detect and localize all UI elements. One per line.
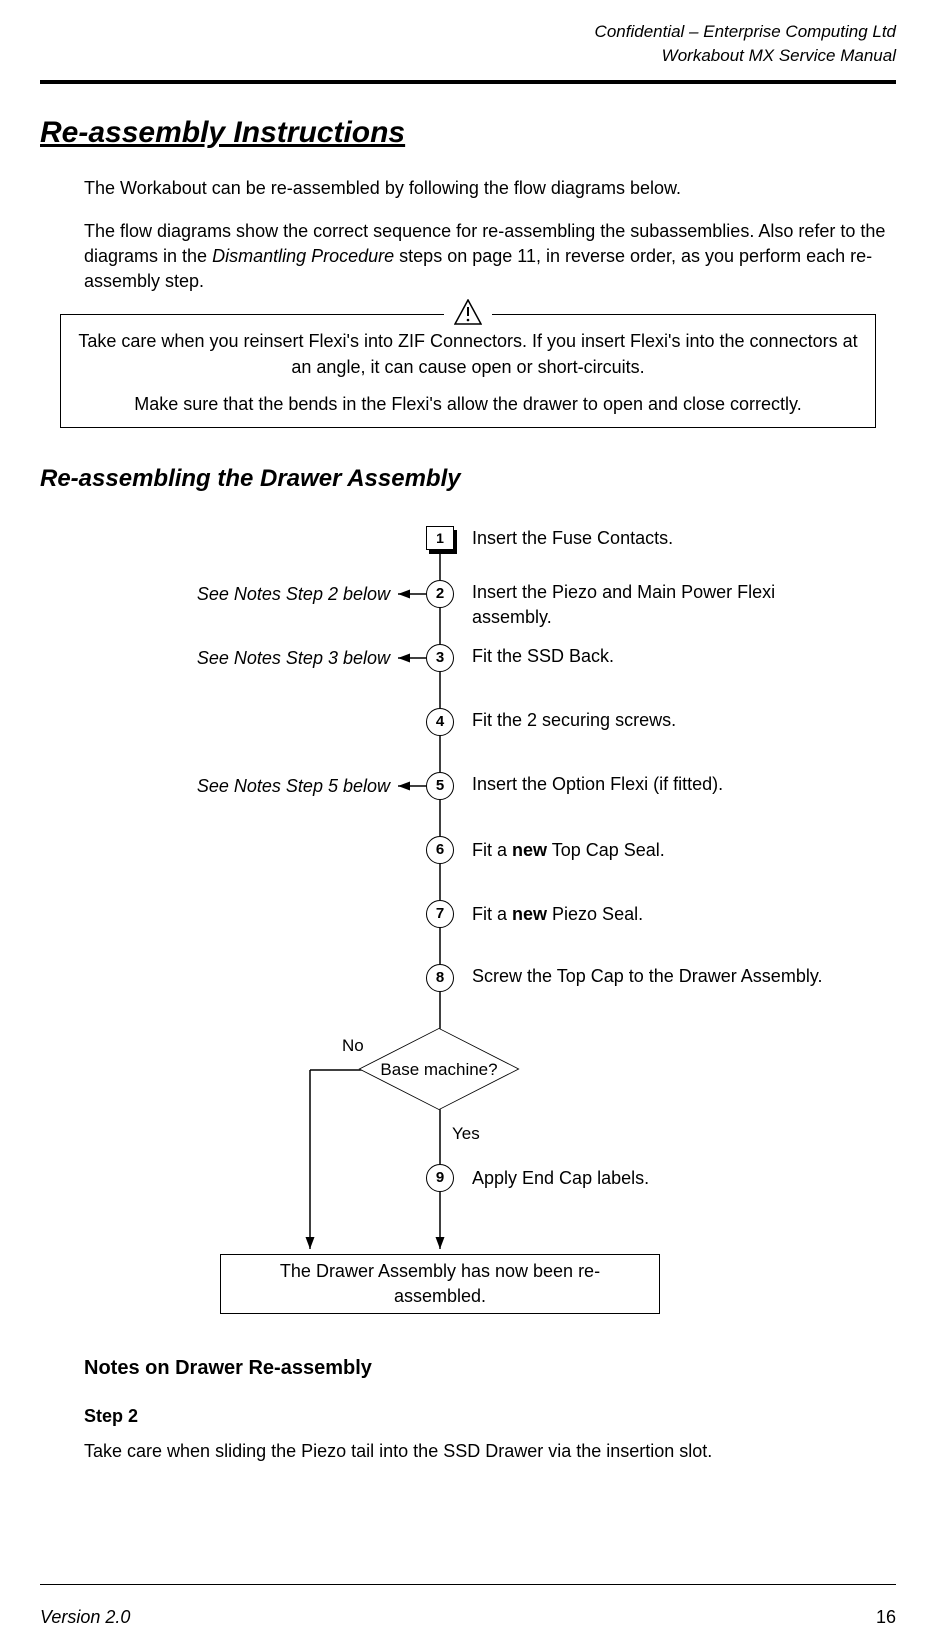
yes-label: Yes — [452, 1122, 480, 1146]
page-title: Re-assembly Instructions — [40, 112, 896, 154]
step-1-box: 1 — [426, 526, 454, 550]
page-header: Confidential – Enterprise Computing Ltd … — [40, 20, 896, 68]
warning-text-1: Take care when you reinsert Flexi's into… — [69, 329, 867, 379]
header-line-1: Confidential – Enterprise Computing Ltd — [40, 20, 896, 44]
step-3-circle: 3 — [426, 644, 454, 672]
notes-step-head: Step 2 — [84, 1404, 896, 1429]
step-5-note: See Notes Step 5 below — [150, 774, 390, 799]
flowchart: 1 Insert the Fuse Contacts. 2 Insert the… — [40, 514, 896, 1324]
step-6-label: Fit a new Top Cap Seal. — [472, 838, 832, 863]
step-9-label: Apply End Cap labels. — [472, 1166, 832, 1191]
step-5-circle: 5 — [426, 772, 454, 800]
step-1-num: 1 — [436, 530, 444, 546]
step-9-circle: 9 — [426, 1164, 454, 1192]
step-9-num: 9 — [436, 1169, 444, 1186]
decision-text: Base machine? — [354, 1038, 524, 1102]
step-2-note: See Notes Step 2 below — [150, 582, 390, 607]
step-3-num: 3 — [436, 649, 444, 666]
step-8-circle: 8 — [426, 964, 454, 992]
step-8-label: Screw the Top Cap to the Drawer Assembly… — [472, 964, 832, 989]
step-3-note: See Notes Step 3 below — [150, 646, 390, 671]
step-2-label: Insert the Piezo and Main Power Flexi as… — [472, 580, 832, 630]
intro-p2-italic: Dismantling Procedure — [212, 246, 394, 266]
step-6-circle: 6 — [426, 836, 454, 864]
end-text: The Drawer Assembly has now been re-asse… — [280, 1261, 600, 1306]
notes-title: Notes on Drawer Re-assembly — [84, 1354, 896, 1382]
step-7-label: Fit a new Piezo Seal. — [472, 902, 832, 927]
warning-icon-wrap — [60, 299, 876, 332]
step-2-circle: 2 — [426, 580, 454, 608]
warning-icon — [444, 299, 492, 332]
intro-p2: The flow diagrams show the correct seque… — [84, 219, 896, 295]
intro-block: The Workabout can be re-assembled by fol… — [84, 176, 896, 295]
step-3-label: Fit the SSD Back. — [472, 644, 832, 669]
footer-rule — [40, 1584, 896, 1585]
end-box: The Drawer Assembly has now been re-asse… — [220, 1254, 660, 1314]
step-4-circle: 4 — [426, 708, 454, 736]
step-6-num: 6 — [436, 841, 444, 858]
step-5-num: 5 — [436, 777, 444, 794]
step-7-num: 7 — [436, 905, 444, 922]
step-5-label: Insert the Option Flexi (if fitted). — [472, 772, 832, 797]
header-line-2: Workabout MX Service Manual — [40, 44, 896, 68]
warning-box: Take care when you reinsert Flexi's into… — [60, 314, 876, 428]
step-8-num: 8 — [436, 969, 444, 986]
header-rule — [40, 80, 896, 84]
step-4-num: 4 — [436, 713, 444, 730]
decision-diamond: Base machine? — [378, 1038, 502, 1102]
notes-step-body: Take care when sliding the Piezo tail in… — [84, 1439, 896, 1464]
step-4-label: Fit the 2 securing screws. — [472, 708, 832, 733]
intro-p1: The Workabout can be re-assembled by fol… — [84, 176, 896, 201]
section-title: Re-assembling the Drawer Assembly — [40, 462, 896, 496]
step-1-label: Insert the Fuse Contacts. — [472, 526, 832, 551]
warning-text-2: Make sure that the bends in the Flexi's … — [69, 392, 867, 417]
step-7-circle: 7 — [426, 900, 454, 928]
step-2-num: 2 — [436, 585, 444, 602]
